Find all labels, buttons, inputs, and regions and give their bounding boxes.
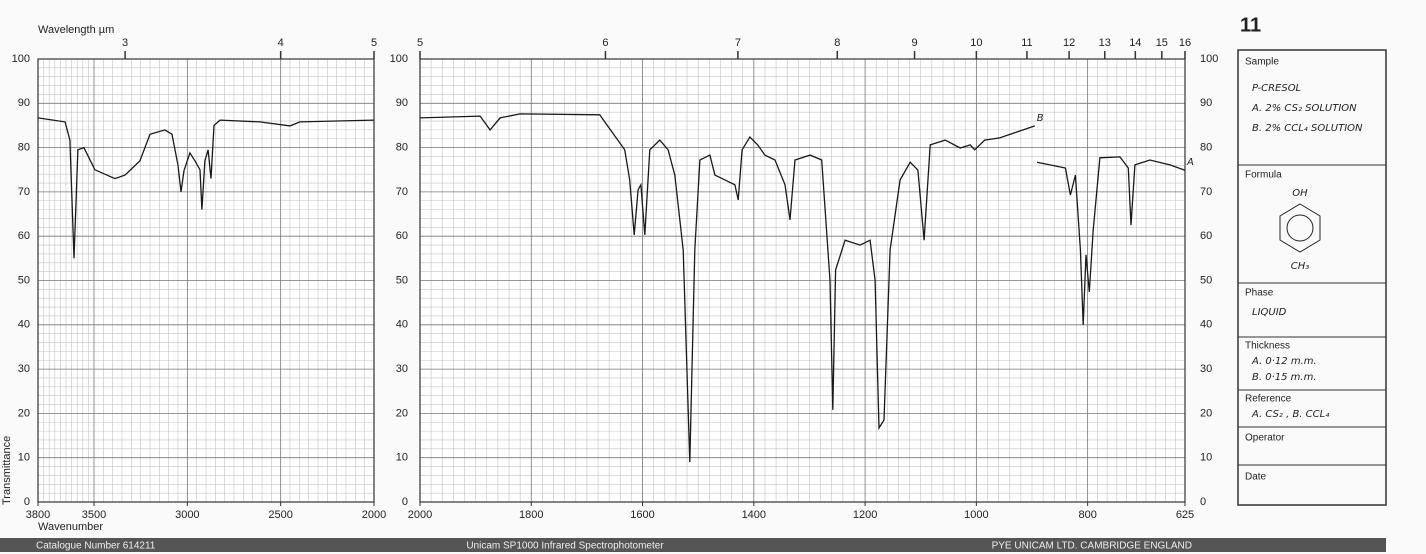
- x-tick-label: 1600: [630, 509, 654, 521]
- x-tick-label: 625: [1176, 509, 1194, 521]
- spectrum-line: [37, 117, 375, 259]
- card-heading: Operator: [1245, 433, 1285, 444]
- x-tick-label: 3800: [26, 509, 50, 521]
- card-text: A. 0·12 m.m.: [1251, 356, 1317, 367]
- card-heading: Reference: [1245, 394, 1292, 405]
- curve-annotation: A: [1186, 157, 1194, 168]
- y-tick-label: 100: [1200, 53, 1218, 65]
- x2-tick-label: 8: [834, 37, 840, 49]
- y-tick-label: 20: [18, 407, 30, 419]
- x2-tick-label: 5: [417, 37, 423, 49]
- y-tick-label: 60: [18, 230, 30, 242]
- formula-group: CH₃: [1291, 261, 1310, 272]
- card-text: A. 2% CS₂ SOLUTION: [1251, 103, 1357, 114]
- x-tick-label: 1000: [964, 509, 988, 521]
- x-tick-label: 3500: [82, 509, 106, 521]
- aromatic-circle: [1286, 214, 1314, 242]
- y-tick-label: 80: [18, 142, 30, 154]
- x-tick-label: 1200: [853, 509, 877, 521]
- benzene-ring: [1279, 203, 1321, 253]
- footer-text: PYE UNICAM LTD. CAMBRIDGE ENGLAND: [992, 541, 1192, 552]
- x2-tick-label: 15: [1156, 37, 1168, 49]
- card-heading: Sample: [1245, 57, 1279, 68]
- footer-bar: [0, 538, 1386, 552]
- card-text: B. 0·15 m.m.: [1252, 372, 1317, 383]
- curve-annotation: B: [1037, 113, 1044, 124]
- spectrum-line: [419, 113, 1186, 463]
- card-text: A. CS₂ , B. CCL₄: [1251, 409, 1329, 420]
- y-tick-label: 70: [1200, 186, 1212, 198]
- x-tick-label: 1400: [742, 509, 766, 521]
- y-tick-label: 50: [18, 274, 30, 286]
- x2-tick-label: 4: [278, 37, 284, 49]
- y-tick-label: 30: [18, 363, 30, 375]
- x-axis-title: Wavenumber: [38, 521, 103, 533]
- x2-tick-label: 10: [970, 37, 982, 49]
- card-text: P-CRESOL: [1252, 83, 1301, 94]
- y-tick-label: 10: [1200, 452, 1212, 464]
- y-tick-label: 40: [18, 319, 30, 331]
- x2-tick-label: 7: [735, 37, 741, 49]
- y-tick-label: 40: [396, 319, 408, 331]
- x2-tick-label: 9: [911, 37, 917, 49]
- card-text: B. 2% CCL₄ SOLUTION: [1252, 123, 1363, 134]
- x2-axis-title: Wavelength µm: [38, 24, 114, 36]
- y-tick-label: 30: [396, 363, 408, 375]
- x2-tick-label: 13: [1099, 37, 1111, 49]
- x2-tick-label: 14: [1129, 37, 1141, 49]
- card-text: LIQUID: [1252, 307, 1287, 318]
- x2-tick-label: 12: [1063, 37, 1075, 49]
- card-heading: Phase: [1245, 288, 1274, 299]
- x-tick-label: 3000: [175, 509, 199, 521]
- card-dividers: [1238, 164, 1386, 466]
- x2-tick-label: 6: [602, 37, 608, 49]
- y-tick-label: 90: [396, 97, 408, 109]
- x2-tick-label: 11: [1021, 37, 1032, 49]
- y-tick-label: 50: [396, 274, 408, 286]
- card-heading: Date: [1245, 472, 1267, 483]
- y-tick-label: 20: [396, 407, 408, 419]
- x-tick-label: 800: [1078, 509, 1096, 521]
- sheet-number: 11: [1240, 14, 1261, 36]
- y-tick-label: 60: [1200, 230, 1212, 242]
- y-tick-label: 80: [1200, 142, 1212, 154]
- y-tick-label: 40: [1200, 319, 1212, 331]
- y-tick-label: 20: [1200, 407, 1212, 419]
- y-tick-label: 90: [18, 97, 30, 109]
- y-tick-label: 0: [24, 496, 30, 508]
- plot-frame: [37, 58, 375, 503]
- x-tick-label: 1800: [519, 509, 543, 521]
- footer-text: Unicam SP1000 Infrared Spectrophotometer: [466, 541, 664, 552]
- formula-group: OH: [1292, 188, 1308, 199]
- x-tick-label: 2500: [268, 509, 292, 521]
- y-tick-label: 90: [1200, 97, 1212, 109]
- card-heading: Formula: [1245, 170, 1282, 181]
- y-tick-label: 50: [1200, 274, 1212, 286]
- card-heading: Thickness: [1245, 341, 1290, 352]
- x2-tick-label: 16: [1179, 37, 1191, 49]
- y-tick-label: 10: [18, 452, 30, 464]
- footer-text: Catalogue Number 614211: [36, 541, 156, 552]
- y-tick-label: 70: [396, 186, 408, 198]
- y-tick-label: 30: [1200, 363, 1212, 375]
- y-tick-label: 60: [396, 230, 408, 242]
- y-tick-label: 100: [390, 53, 408, 65]
- card-frame: [1237, 49, 1387, 506]
- y-tick-label: 0: [402, 496, 408, 508]
- x2-tick-label: 3: [122, 37, 128, 49]
- y-tick-label: 10: [396, 452, 408, 464]
- y-tick-label: 100: [12, 53, 30, 65]
- x-tick-label: 2000: [362, 509, 386, 521]
- x-tick-label: 2000: [408, 509, 432, 521]
- x2-tick-label: 5: [371, 37, 377, 49]
- y-tick-label: 70: [18, 186, 30, 198]
- plot-frame: [419, 58, 1186, 503]
- y-tick-label: 80: [396, 142, 408, 154]
- y-tick-label: 0: [1200, 496, 1206, 508]
- y-axis-title: Transmittance: [1, 436, 13, 505]
